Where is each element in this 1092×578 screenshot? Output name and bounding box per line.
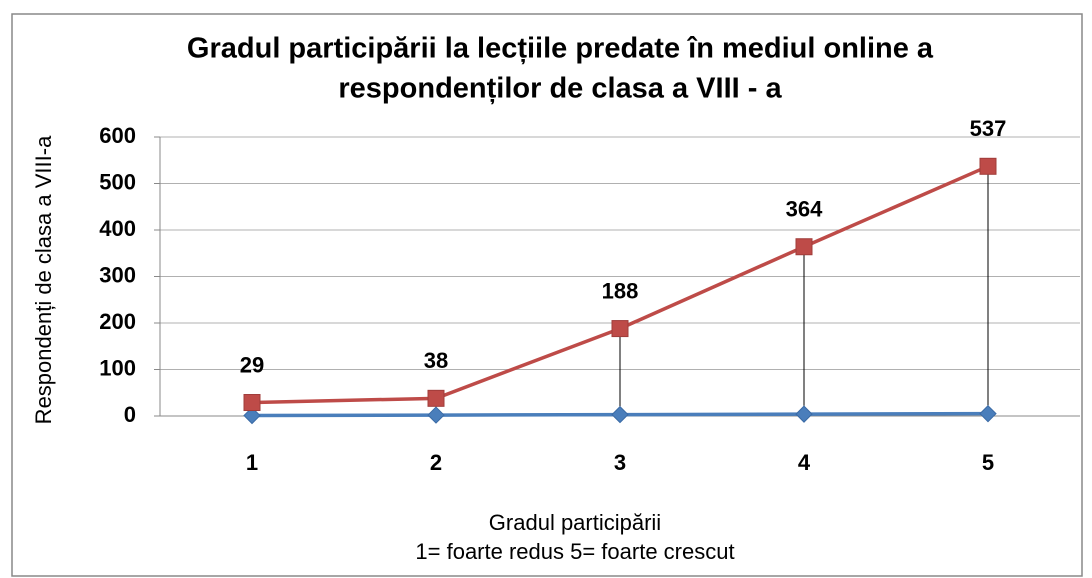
y-tick-label: 600	[99, 123, 136, 148]
chart-title: Gradul participării la lecțiile predate …	[187, 33, 934, 65]
marker	[795, 238, 813, 256]
x-axis-title: 1= foarte redus 5= foarte crescut	[415, 539, 734, 564]
y-tick-label: 400	[99, 216, 136, 241]
y-tick-label: 200	[99, 309, 136, 334]
y-tick-label: 0	[124, 402, 136, 427]
x-tick-label: 4	[798, 450, 811, 475]
y-tick-label: 100	[99, 355, 136, 380]
marker	[611, 320, 629, 338]
y-axis-title: Respondenți de clasa a VIII-a	[31, 135, 56, 424]
marker	[427, 406, 445, 424]
chart-border	[11, 13, 1083, 577]
marker	[243, 394, 261, 412]
marker	[979, 157, 997, 175]
marker	[611, 405, 629, 424]
x-tick-label: 3	[614, 450, 626, 475]
x-tick-label: 5	[982, 450, 994, 475]
data-label: 188	[602, 278, 639, 303]
data-label: 364	[786, 197, 823, 222]
marker	[795, 405, 813, 423]
marker	[243, 406, 261, 425]
x-tick-label: 2	[430, 450, 442, 475]
marker	[427, 389, 445, 407]
x-tick-label: 1	[246, 450, 258, 475]
y-tick-label: 500	[99, 169, 136, 194]
data-label: 29	[240, 352, 264, 377]
chart-title: respondenților de clasa a VIII - a	[338, 73, 782, 105]
marker	[979, 404, 997, 423]
x-axis-title: Gradul participării	[489, 510, 661, 535]
y-tick-label: 300	[99, 262, 136, 287]
data-label: 537	[970, 116, 1007, 141]
data-label: 38	[424, 348, 448, 373]
